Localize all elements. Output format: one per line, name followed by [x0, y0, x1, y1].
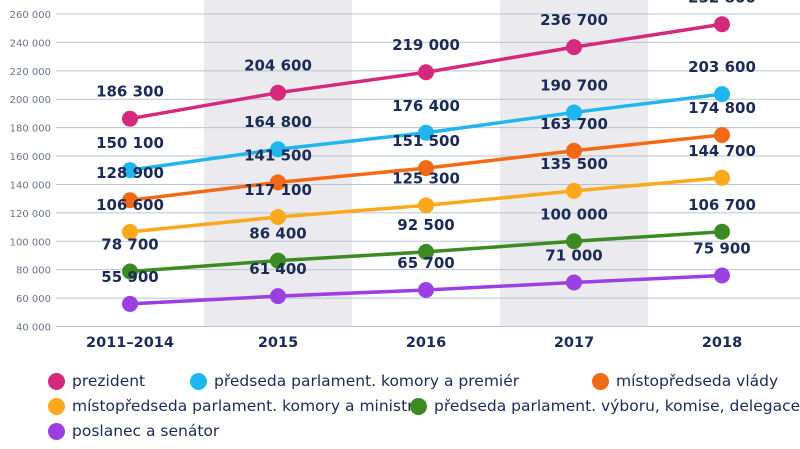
legend-item-mistopredseda-komory[interactable]: místopředseda parlament. komory a minist…: [48, 396, 414, 416]
x-tick-label: 2011–2014: [86, 335, 174, 351]
x-tick-label: 2017: [554, 335, 594, 351]
data-point: [270, 141, 286, 158]
y-tick-label: 180 000: [10, 124, 51, 135]
y-tick-label: 260 000: [10, 10, 51, 21]
data-label: 106 600: [96, 196, 164, 214]
data-point: [566, 104, 582, 121]
line-chart: 40 000 60 000 80 000 100 000 120 000 140 000 1…: [10, 0, 800, 351]
y-tick-label: 140 000: [10, 180, 51, 191]
data-point: [566, 233, 582, 250]
y-tick-label: 80 000: [16, 266, 51, 277]
data-point: [566, 182, 582, 199]
data-label: 65 700: [397, 254, 454, 272]
y-tick-label: 100 000: [10, 237, 51, 248]
data-point: [418, 243, 434, 260]
data-point: [418, 124, 434, 141]
y-tick-label: 120 000: [10, 209, 51, 220]
data-label: 141 500: [244, 146, 312, 164]
legend-label: předseda parlament. výboru, komise, dele…: [434, 397, 800, 415]
legend-label: místopředseda parlament. komory a minist…: [72, 397, 414, 415]
data-label: 186 300: [96, 83, 164, 101]
data-point: [122, 223, 138, 240]
data-point: [270, 288, 286, 305]
legend-label: místopředseda vlády: [616, 372, 779, 390]
legend-item-poslanec[interactable]: poslanec a senátor: [48, 421, 219, 441]
legend-item-predseda-komory[interactable]: předseda parlament. komory a premiér: [190, 371, 519, 391]
data-point: [714, 86, 730, 103]
data-label: 117 100: [244, 181, 312, 199]
category-band: [204, 0, 352, 327]
legend-marker-icon: [592, 372, 609, 390]
data-point: [418, 64, 434, 81]
data-point: [566, 39, 582, 56]
y-tick-label: 200 000: [10, 95, 51, 106]
legend-item-prezident[interactable]: prezident: [48, 371, 145, 391]
data-label: 106 700: [688, 196, 756, 214]
legend-marker-icon: [410, 397, 427, 415]
data-point: [418, 197, 434, 214]
data-point: [270, 252, 286, 269]
x-tick-label: 2015: [258, 335, 298, 351]
legend-label: předseda parlament. komory a premiér: [214, 372, 520, 390]
data-label: 61 400: [249, 260, 306, 278]
data-point: [122, 110, 138, 127]
data-label: 75 900: [693, 240, 750, 258]
data-label: 71 000: [545, 246, 602, 264]
legend-label: prezident: [72, 372, 146, 390]
data-label: 100 000: [540, 205, 608, 223]
data-label: 86 400: [249, 225, 306, 243]
legend-label: poslanec a senátor: [72, 422, 220, 440]
data-label: 190 700: [540, 76, 608, 94]
data-label: 163 700: [540, 115, 608, 133]
category-band-edge: [796, 0, 800, 327]
legend-marker-icon: [48, 422, 65, 440]
data-label: 128 900: [96, 164, 164, 182]
data-point: [714, 223, 730, 240]
x-tick-label: 2016: [406, 335, 446, 351]
y-tick-label: 160 000: [10, 152, 51, 163]
data-label: 176 400: [392, 97, 460, 115]
data-point: [714, 267, 730, 284]
data-point: [566, 142, 582, 159]
data-label: 78 700: [101, 236, 158, 254]
data-point: [270, 84, 286, 101]
data-point: [270, 208, 286, 225]
y-tick-label: 240 000: [10, 38, 51, 49]
data-label: 236 700: [540, 11, 608, 29]
x-tick-label: 2018: [702, 335, 742, 351]
data-point: [122, 263, 138, 280]
data-label: 203 600: [688, 58, 756, 76]
data-point: [714, 16, 730, 33]
data-point: [714, 127, 730, 144]
y-tick-label: 40 000: [16, 323, 51, 334]
y-tick-label: 220 000: [10, 67, 51, 78]
data-point: [418, 160, 434, 177]
legend-marker-icon: [48, 397, 65, 415]
y-tick-label: 60 000: [16, 294, 51, 305]
data-label: 219 000: [392, 36, 460, 54]
data-label: 164 800: [244, 113, 312, 131]
legend-item-mistopredseda-vlady[interactable]: místopředseda vlády: [592, 371, 778, 391]
data-label: 125 300: [392, 169, 460, 187]
data-label: 55 900: [101, 268, 158, 286]
data-label: 204 600: [244, 57, 312, 75]
data-point: [714, 169, 730, 186]
data-point: [566, 274, 582, 291]
data-label: 150 100: [96, 134, 164, 152]
data-label: 252 800: [688, 0, 756, 6]
data-label: 144 700: [688, 142, 756, 160]
legend-marker-icon: [190, 372, 207, 390]
data-label: 174 800: [688, 99, 756, 117]
data-point: [270, 174, 286, 191]
legend: prezident předseda parlament. komory a p…: [0, 362, 800, 449]
data-label: 92 500: [397, 216, 454, 234]
data-point: [122, 192, 138, 209]
data-point: [122, 162, 138, 179]
data-label: 151 500: [392, 132, 460, 150]
data-point: [122, 295, 138, 312]
legend-marker-icon: [48, 372, 65, 390]
legend-item-predseda-vyboru[interactable]: předseda parlament. výboru, komise, dele…: [410, 396, 800, 416]
data-point: [418, 281, 434, 298]
data-label: 135 500: [540, 155, 608, 173]
